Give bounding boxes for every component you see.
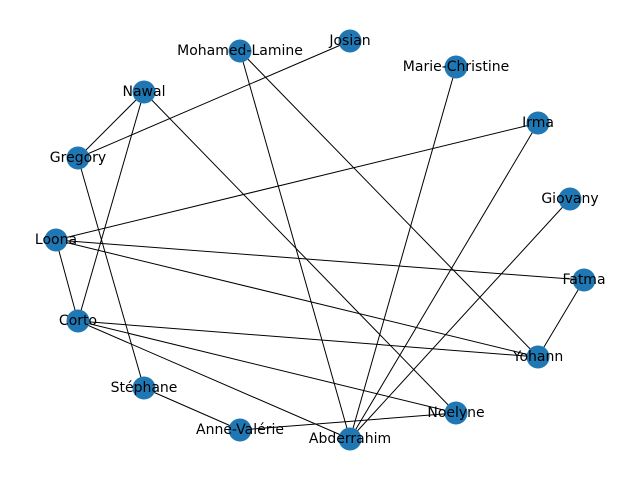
node-label: Stéphane — [111, 380, 178, 396]
node-label: Noelyne — [427, 405, 484, 421]
node-label: Abderrahim — [309, 431, 391, 447]
edge — [239, 50, 539, 358]
edge — [349, 66, 457, 440]
node-label: Anne-Valérie — [196, 422, 284, 438]
node — [228, 418, 252, 442]
edge — [349, 122, 539, 440]
edge — [349, 198, 571, 440]
node — [228, 39, 252, 63]
node — [44, 228, 68, 252]
node-label: Mohamed-Lamine — [177, 43, 303, 59]
node-label: Gregory — [50, 150, 106, 166]
node — [132, 376, 156, 400]
node — [338, 427, 362, 451]
node-label: Loona — [35, 232, 77, 248]
node — [66, 309, 90, 333]
node — [444, 401, 468, 425]
node — [572, 268, 596, 292]
node-label: Irma — [522, 115, 554, 131]
node-label: Corto — [59, 313, 97, 329]
edge — [77, 320, 351, 440]
edge — [77, 320, 457, 414]
edge — [55, 239, 539, 358]
node — [338, 29, 362, 53]
node — [444, 55, 468, 79]
edge — [55, 239, 79, 322]
node — [66, 146, 90, 170]
node-label: Giovany — [541, 191, 598, 207]
edge — [55, 239, 585, 281]
edge — [77, 40, 351, 159]
edge — [239, 50, 351, 440]
node — [526, 111, 550, 135]
edge — [143, 387, 241, 431]
node-label: Nawal — [123, 84, 166, 100]
edge — [77, 320, 539, 358]
node — [558, 187, 582, 211]
node — [132, 80, 156, 104]
node-label: Josian — [328, 33, 370, 49]
edge — [239, 412, 457, 431]
node-label: Fatma — [562, 272, 605, 288]
edge — [77, 157, 145, 389]
edge — [537, 279, 585, 358]
edge — [55, 122, 539, 241]
edge — [143, 91, 457, 414]
edge — [77, 91, 145, 322]
edge — [77, 91, 145, 159]
node — [526, 345, 550, 369]
node-label: Marie-Christine — [403, 59, 509, 75]
node-label: Yohann — [512, 349, 563, 365]
